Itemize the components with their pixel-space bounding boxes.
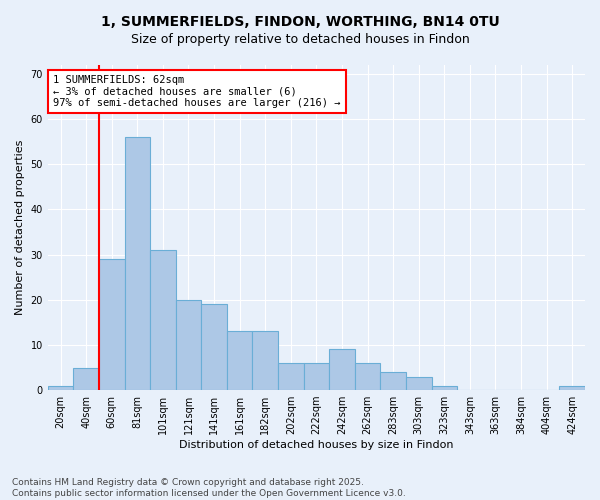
Text: Contains HM Land Registry data © Crown copyright and database right 2025.
Contai: Contains HM Land Registry data © Crown c… [12, 478, 406, 498]
Bar [559, 386, 585, 390]
Y-axis label: Number of detached properties: Number of detached properties [15, 140, 25, 315]
Bar [201, 304, 227, 390]
Bar [227, 332, 253, 390]
Bar [278, 363, 304, 390]
Bar [176, 300, 201, 390]
Bar [125, 137, 150, 390]
Bar [304, 363, 329, 390]
Bar [431, 386, 457, 390]
Bar [48, 386, 73, 390]
X-axis label: Distribution of detached houses by size in Findon: Distribution of detached houses by size … [179, 440, 454, 450]
Bar [150, 250, 176, 390]
Bar [73, 368, 99, 390]
Text: 1 SUMMERFIELDS: 62sqm
← 3% of detached houses are smaller (6)
97% of semi-detach: 1 SUMMERFIELDS: 62sqm ← 3% of detached h… [53, 75, 341, 108]
Bar [99, 259, 125, 390]
Bar [380, 372, 406, 390]
Bar [355, 363, 380, 390]
Text: 1, SUMMERFIELDS, FINDON, WORTHING, BN14 0TU: 1, SUMMERFIELDS, FINDON, WORTHING, BN14 … [101, 15, 499, 29]
Bar [329, 350, 355, 390]
Text: Size of property relative to detached houses in Findon: Size of property relative to detached ho… [131, 32, 469, 46]
Bar [406, 376, 431, 390]
Bar [253, 332, 278, 390]
